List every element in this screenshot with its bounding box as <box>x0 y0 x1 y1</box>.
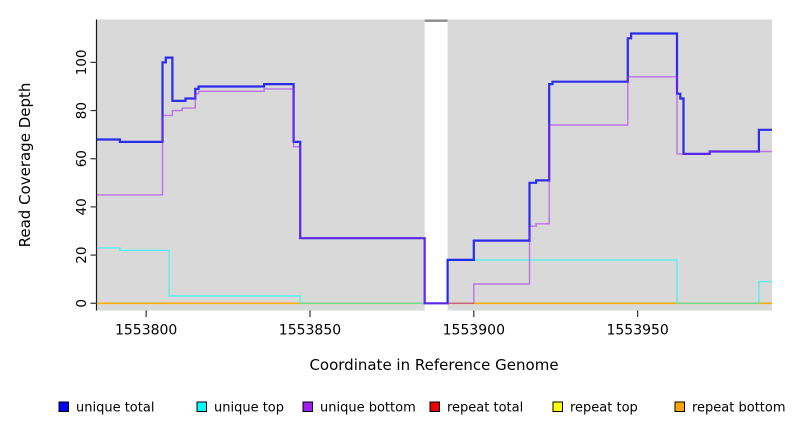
y-tick-label: 40 <box>74 198 90 215</box>
x-axis-ticks: 1553800 1553850 1553900 1553950 <box>115 310 669 339</box>
legend-item-repeat-bottom: repeat bottom <box>674 401 786 416</box>
gap-band <box>424 19 448 311</box>
series-line-unique-bottom <box>97 76 772 304</box>
series-line-unique-total <box>97 32 772 305</box>
legend-item-repeat-top: repeat top <box>552 401 638 416</box>
legend-item-unique-bottom: unique bottom <box>302 401 416 416</box>
x-tick-label: 1553800 <box>115 323 177 339</box>
legend-item-unique-total: unique total <box>58 401 154 416</box>
legend-label: repeat total <box>447 401 523 416</box>
gap-band-top-notch <box>424 19 448 22</box>
legend-item-unique-top: unique top <box>196 401 284 416</box>
y-tick-label: 80 <box>74 102 90 119</box>
legend-item-repeat-total: repeat total <box>429 401 523 416</box>
legend-swatch-unique-top <box>196 401 207 412</box>
y-tick-label: 20 <box>74 247 90 264</box>
legend: unique total unique top unique bottom repea… <box>58 401 786 416</box>
legend-label: repeat top <box>570 401 638 416</box>
legend-swatch-repeat-bottom <box>674 401 685 412</box>
x-tick-label: 1553850 <box>279 323 341 339</box>
legend-label: repeat bottom <box>692 401 786 416</box>
legend-swatch-unique-total <box>58 401 69 412</box>
legend-label: unique bottom <box>320 401 416 416</box>
x-axis-title: Coordinate in Reference Genome <box>309 356 558 374</box>
series-line-unique-top <box>97 247 772 304</box>
x-tick-label: 1553950 <box>606 323 668 339</box>
y-tick-label: 100 <box>74 50 90 76</box>
legend-swatch-repeat-total <box>429 401 440 412</box>
y-tick-label: 0 <box>74 299 90 308</box>
series-lines <box>97 32 772 305</box>
legend-swatch-unique-bottom <box>302 401 313 412</box>
y-axis-title: Read Coverage Depth <box>16 83 34 248</box>
y-axis-ticks: 0 20 40 60 80 100 <box>74 50 97 308</box>
legend-label: unique total <box>76 401 154 416</box>
gap-band-rect <box>424 19 448 311</box>
legend-swatch-repeat-top <box>552 401 563 412</box>
x-tick-label: 1553900 <box>443 323 505 339</box>
y-tick-label: 60 <box>74 150 90 167</box>
legend-label: unique top <box>214 401 284 416</box>
